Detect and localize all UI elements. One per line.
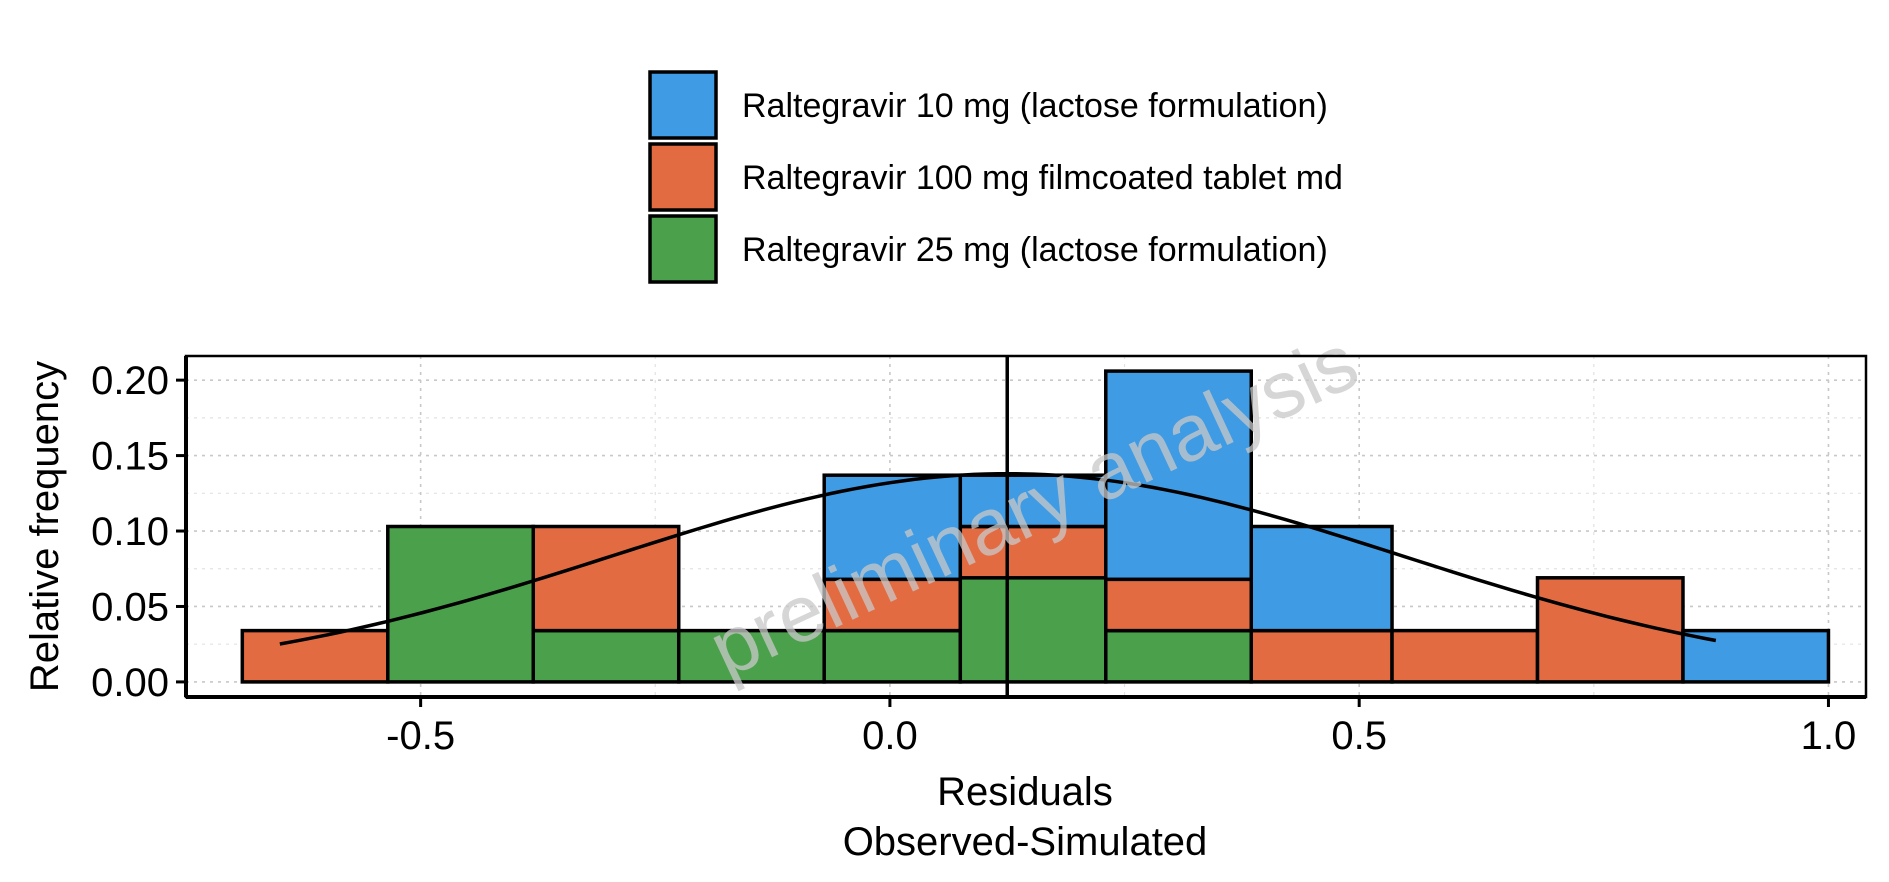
bar-series-1-bin-8 [1390, 628, 1540, 684]
legend: Raltegravir 10 mg (lactose formulation) R… [648, 70, 1343, 284]
y-axis-title: Relative frequency [23, 361, 67, 692]
legend-swatch [648, 142, 718, 212]
x-axis-title: Residuals [937, 770, 1113, 814]
density-curve-group [279, 356, 1717, 697]
bar-series-0-bin-5 [958, 576, 1108, 684]
bar-series-1-bin-4 [822, 577, 963, 633]
y-tick-label: 0.00 [91, 661, 169, 705]
bar-series-0-bin-4 [822, 628, 963, 684]
bar-series-0-bin-3 [676, 628, 826, 684]
bar-series-0-bin-6 [1104, 628, 1254, 684]
bar-series-1-bin-5 [958, 524, 1108, 580]
bar-series-2-bin-4 [822, 473, 963, 582]
y-tick-label: 0.10 [91, 510, 169, 554]
bar-series-0-bin-2 [531, 628, 681, 684]
bars [240, 369, 1831, 684]
legend-label: Raltegravir 10 mg (lactose formulation) [742, 87, 1328, 125]
legend-label: Raltegravir 100 mg filmcoated tablet md [742, 159, 1343, 197]
x-tick-label: 0.0 [862, 714, 918, 758]
bar-series-1-bin-0 [240, 628, 390, 684]
ticks: -0.5 0.0 0.5 1.0 0.00 0.05 0.10 0.15 0.20 [91, 359, 1856, 758]
x-tick-label: -0.5 [386, 714, 455, 758]
y-tick-label: 0.05 [91, 585, 169, 629]
bar-series-2-bin-10 [1681, 628, 1831, 684]
y-tick-label: 0.20 [91, 359, 169, 403]
x-tick-label: 1.0 [1801, 714, 1857, 758]
bar-series-1-bin-6 [1104, 577, 1254, 633]
x-axis-subtitle: Observed-Simulated [843, 820, 1208, 864]
plot-frame [184, 354, 1868, 699]
density-curve [279, 471, 1717, 646]
legend-swatch [648, 214, 718, 284]
y-tick-label: 0.15 [91, 435, 169, 479]
bar-series-2-bin-7 [1249, 524, 1394, 633]
bar-series-2-bin-6 [1104, 369, 1254, 582]
bar-series-1-bin-7 [1249, 628, 1394, 684]
legend-swatch [648, 70, 718, 140]
x-tick-label: 0.5 [1331, 714, 1387, 758]
legend-label: Raltegravir 25 mg (lactose formulation) [742, 231, 1328, 269]
bar-series-0-bin-1 [386, 524, 536, 684]
